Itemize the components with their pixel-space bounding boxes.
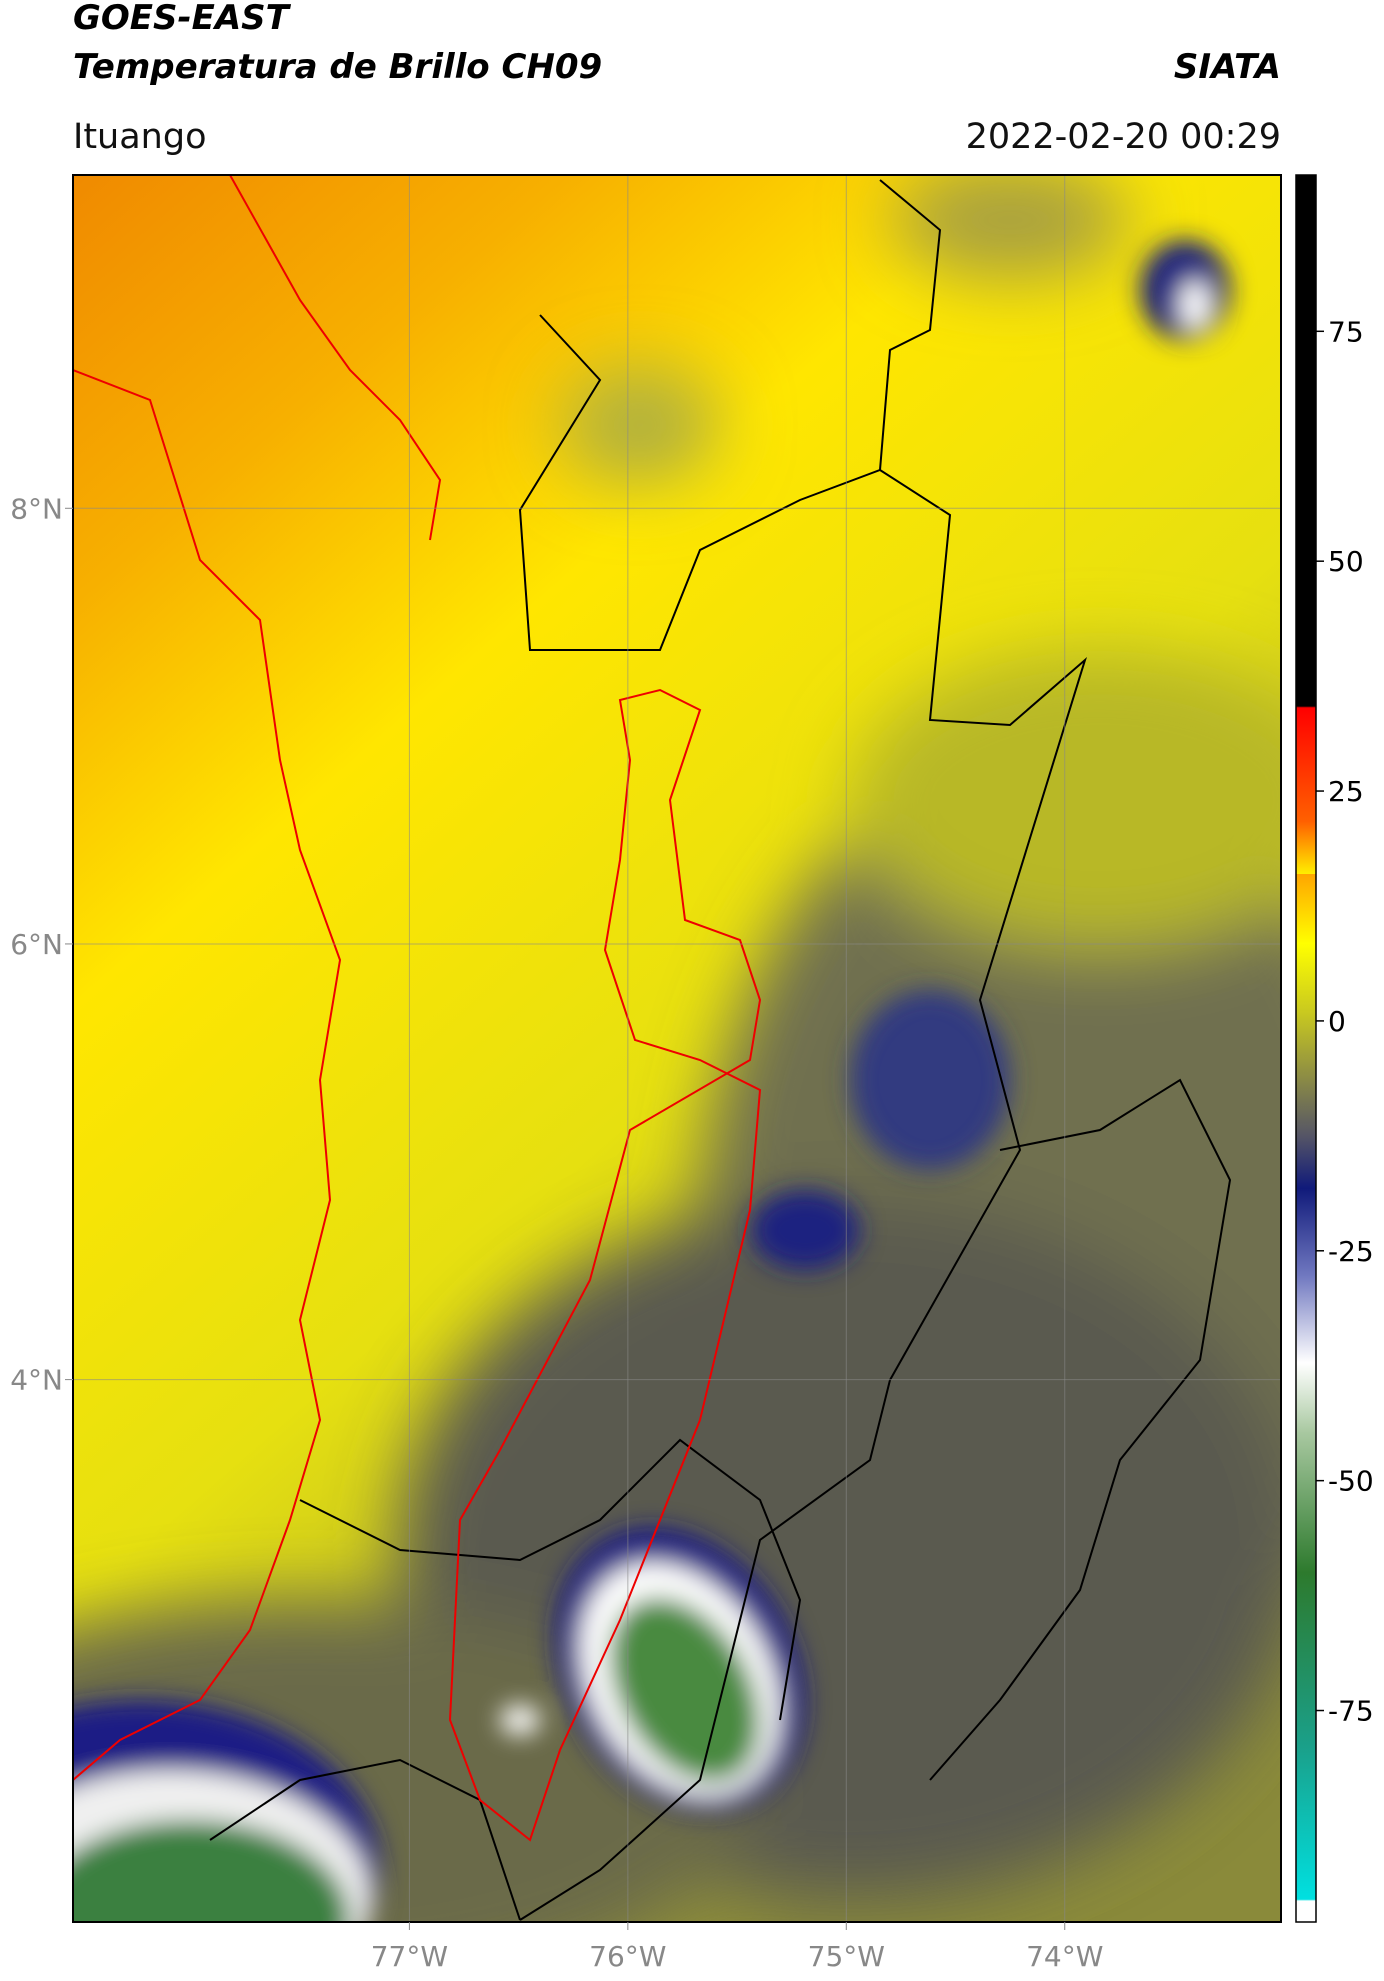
colorbar-tick-label: 0 bbox=[1328, 1005, 1346, 1038]
brand: SIATA bbox=[1174, 47, 1281, 87]
colorbar-tick-label: -75 bbox=[1328, 1695, 1374, 1728]
lat-tick-label: 6°N bbox=[10, 928, 63, 961]
imagery bbox=[73, 175, 1281, 1922]
lon-tick-label: 75°W bbox=[808, 1940, 885, 1973]
colorbar-tick-label: -50 bbox=[1328, 1465, 1374, 1498]
region: Ituango bbox=[73, 117, 207, 157]
lon-tick-label: 77°W bbox=[371, 1940, 448, 1973]
map-frame bbox=[72, 174, 1282, 1923]
subtitle: Temperatura de Brillo CH09 bbox=[73, 47, 602, 87]
colorbar-tick-label: 25 bbox=[1328, 775, 1364, 808]
lon-tick-label: 74°W bbox=[1026, 1940, 1103, 1973]
lon-tick-label: 76°W bbox=[589, 1940, 666, 1973]
colorbar-tick-label: -25 bbox=[1328, 1235, 1374, 1268]
lat-tick-label: 8°N bbox=[10, 492, 63, 525]
title: GOES-EAST bbox=[73, 0, 292, 38]
lat-tick-label: 4°N bbox=[10, 1364, 63, 1397]
colorbar bbox=[1295, 174, 1317, 1923]
convective-cells bbox=[73, 240, 1230, 1922]
timestamp: 2022-02-20 00:29 bbox=[966, 117, 1281, 157]
cloud-field bbox=[73, 175, 1281, 1922]
axis-ticks: 77°W 76°W 75°W 74°W 4°N 6°N 8°N -75 -50 -25 0 25 50 7… bbox=[10, 315, 1374, 1973]
boundaries bbox=[209, 179, 1232, 1921]
colorbar-tick-label: 75 bbox=[1328, 315, 1364, 348]
graticule bbox=[73, 175, 1281, 1922]
colorbar-tick-label: 50 bbox=[1328, 545, 1364, 578]
river-basin-outline bbox=[73, 175, 762, 1842]
